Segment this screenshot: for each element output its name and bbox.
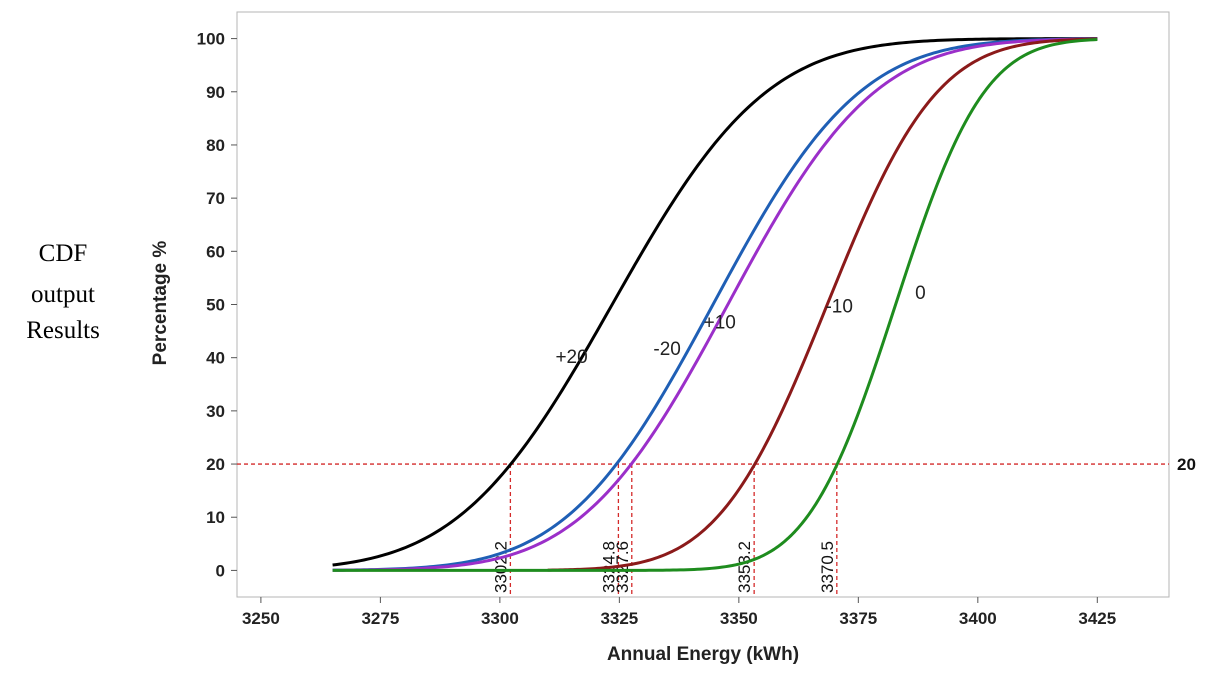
- x-tick-label: 3400: [959, 609, 997, 628]
- y-tick-label: 0: [216, 561, 225, 580]
- x-tick-label: 3425: [1078, 609, 1116, 628]
- cdf-curve-minus20: [332, 37, 1098, 572]
- y-tick-label: 90: [206, 83, 225, 102]
- x-tick-label: 3350: [720, 609, 758, 628]
- curve-label: -20: [653, 339, 680, 360]
- axes: 3250 3275 3300 3325 3350 3375 3400 3425 0 10 20 30 4…: [197, 30, 1117, 628]
- plot-frame: [236, 11, 1170, 598]
- y-tick-label: 100: [197, 30, 225, 49]
- y-tick-label: 80: [206, 136, 225, 155]
- curve-label: -10: [825, 296, 852, 317]
- side-caption-line-2: output: [31, 281, 95, 308]
- side-caption-line-3: Results: [26, 317, 100, 344]
- y-tick-label: 40: [206, 349, 225, 368]
- curve-labels: +20 -20 +10 -10 0: [555, 283, 925, 368]
- y-axis-title: Percentage %: [150, 241, 171, 366]
- reference-line-x-label: 3353.2: [735, 541, 754, 593]
- y-tick-label: 10: [206, 508, 225, 527]
- y-tick-label: 20: [206, 455, 225, 474]
- reference-line-x-label: 3302.2: [491, 541, 510, 593]
- reference-line-y-label: 20: [1177, 455, 1196, 474]
- cdf-curve-plus20: [332, 37, 1098, 567]
- cdf-curves: [332, 37, 1098, 572]
- reference-line-x-label: 3370.5: [818, 541, 837, 593]
- y-tick-label: 60: [206, 242, 225, 261]
- curve-label: +10: [704, 312, 736, 333]
- y-tick-label: 50: [206, 296, 225, 315]
- side-caption-line-1: CDF: [38, 240, 88, 267]
- x-tick-label: 3275: [361, 609, 399, 628]
- cdf-curve-minus10: [547, 37, 1098, 572]
- x-tick-label: 3300: [481, 609, 519, 628]
- cdf-curve-0: [332, 38, 1098, 572]
- curve-label: +20: [555, 347, 587, 368]
- x-tick-label: 3250: [242, 609, 280, 628]
- x-axis-title: Annual Energy (kWh): [607, 644, 799, 665]
- x-tick-label: 3375: [839, 609, 877, 628]
- curve-label: 0: [915, 283, 926, 304]
- y-tick-label: 30: [206, 402, 225, 421]
- y-tick-label: 70: [206, 189, 225, 208]
- x-tick-label: 3325: [600, 609, 638, 628]
- cdf-curve-plus10: [332, 37, 1098, 572]
